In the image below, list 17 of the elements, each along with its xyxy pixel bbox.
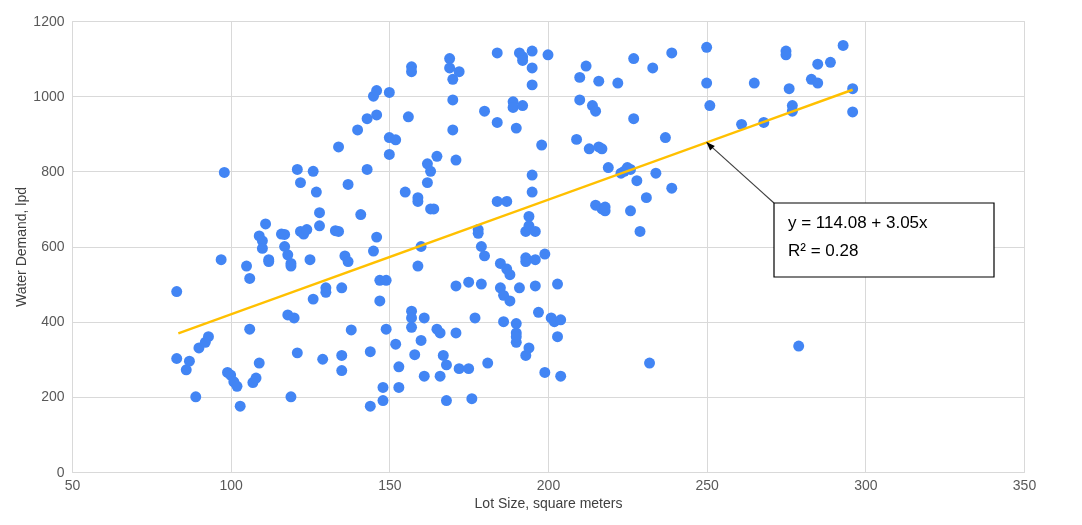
y-tick-label: 800 <box>41 162 65 179</box>
x-tick-label: 150 <box>378 476 402 493</box>
y-tick-label: 200 <box>41 388 65 405</box>
y-tick-label: 600 <box>41 238 65 254</box>
y-tick-label: 1000 <box>33 87 65 104</box>
y-axis-title: Water Demand, lpd <box>13 186 30 308</box>
x-tick-label: 100 <box>219 476 244 493</box>
x-tick-label: 300 <box>854 476 878 493</box>
x-tick-label: 350 <box>1012 476 1037 493</box>
annotation: y = 114.08 + 3.05x R² = 0.28 <box>788 213 929 260</box>
x-tick-label: 200 <box>536 476 561 493</box>
y-tick-label: 400 <box>41 313 65 330</box>
x-axis-title: Lot Size, square meters <box>474 494 623 511</box>
y-tick-label: 1200 <box>33 12 65 29</box>
y-tick-label: 0 <box>56 463 65 480</box>
x-tick-label: 50 <box>64 476 81 493</box>
x-tick-label: 250 <box>695 476 720 493</box>
